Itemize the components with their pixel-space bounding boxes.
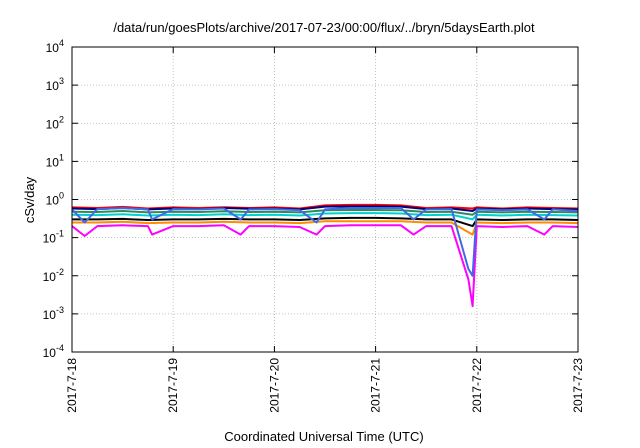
y-tick-label: 10-1 xyxy=(43,229,64,246)
y-tick-label: 10-2 xyxy=(43,267,64,284)
y-tick-label: 104 xyxy=(46,38,64,55)
y-tick-label: 102 xyxy=(46,114,64,131)
x-tick-label: 2017-7-19 xyxy=(166,358,180,413)
series-line-7 xyxy=(71,224,579,308)
y-tick-label: 101 xyxy=(46,152,64,169)
series-line-8 xyxy=(71,207,579,277)
series-line-6 xyxy=(72,220,579,236)
x-tick-label: 2017-7-22 xyxy=(470,358,484,413)
x-tick-label: 2017-7-23 xyxy=(571,358,585,413)
y-tick-label: 103 xyxy=(46,76,64,93)
series-line-5 xyxy=(72,216,579,228)
x-tick-label: 2017-7-20 xyxy=(267,358,281,413)
x-axis: 2017-7-18 2017-7-19 2017-7-20 2017-7-21 2017… xyxy=(65,47,585,413)
series-line-3 xyxy=(71,209,579,216)
x-tick-label: 2017-7-18 xyxy=(65,358,79,413)
y-axis: 10-4 10-3 10-2 10-1 100 101 102 103 104 xyxy=(43,38,578,360)
y-tick-label: 10-3 xyxy=(43,305,64,322)
y-tick-label: 100 xyxy=(46,191,64,208)
x-axis-label: Coordinated Universal Time (UTC) xyxy=(224,429,423,444)
series-layer xyxy=(71,203,579,308)
grid xyxy=(72,47,578,352)
y-axis-label: cSv/day xyxy=(22,176,37,223)
chart-title: /data/run/goesPlots/archive/2017-07-23/0… xyxy=(113,20,535,35)
x-tick-label: 2017-7-21 xyxy=(369,358,383,413)
y-tick-label: 10-4 xyxy=(43,343,64,360)
